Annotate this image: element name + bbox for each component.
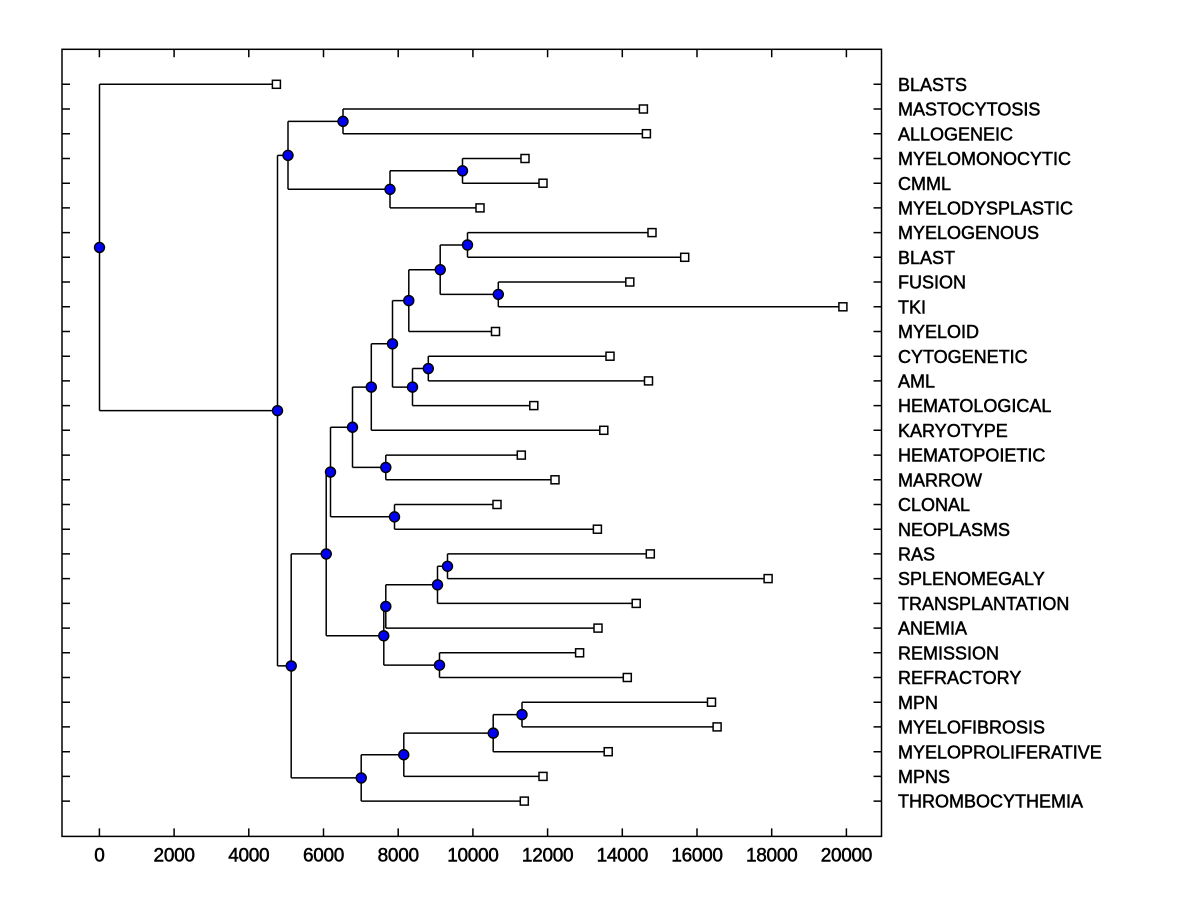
svg-text:KARYOTYPE: KARYOTYPE (898, 421, 1008, 441)
svg-text:SPLENOMEGALY: SPLENOMEGALY (898, 569, 1045, 589)
svg-text:BLASTS: BLASTS (898, 75, 967, 95)
svg-text:2000: 2000 (154, 846, 195, 867)
svg-text:12000: 12000 (522, 846, 573, 867)
svg-text:MYELOMONOCYTIC: MYELOMONOCYTIC (898, 149, 1071, 169)
svg-text:ANEMIA: ANEMIA (898, 619, 967, 639)
svg-text:TRANSPLANTATION: TRANSPLANTATION (898, 594, 1069, 614)
svg-text:CLONAL: CLONAL (898, 495, 970, 515)
svg-text:8000: 8000 (378, 846, 419, 867)
svg-text:NEOPLASMS: NEOPLASMS (898, 520, 1010, 540)
svg-text:HEMATOPOIETIC: HEMATOPOIETIC (898, 446, 1045, 466)
svg-text:20000: 20000 (821, 846, 872, 867)
svg-text:6000: 6000 (303, 846, 344, 867)
svg-text:FUSION: FUSION (898, 273, 966, 293)
svg-text:4000: 4000 (228, 846, 269, 867)
svg-text:MYELOGENOUS: MYELOGENOUS (898, 223, 1039, 243)
svg-text:MPN: MPN (898, 693, 938, 713)
svg-text:0: 0 (94, 846, 104, 867)
svg-text:CMML: CMML (898, 174, 951, 194)
svg-text:CYTOGENETIC: CYTOGENETIC (898, 347, 1028, 367)
svg-text:MYELOFIBROSIS: MYELOFIBROSIS (898, 718, 1045, 738)
svg-text:THROMBOCYTHEMIA: THROMBOCYTHEMIA (898, 792, 1083, 812)
svg-text:REMISSION: REMISSION (898, 643, 999, 663)
svg-text:HEMATOLOGICAL: HEMATOLOGICAL (898, 396, 1051, 416)
svg-text:REFRACTORY: REFRACTORY (898, 668, 1021, 688)
svg-text:ALLOGENEIC: ALLOGENEIC (898, 124, 1013, 144)
svg-text:MASTOCYTOSIS: MASTOCYTOSIS (898, 100, 1040, 120)
svg-text:MPNS: MPNS (898, 767, 950, 787)
svg-text:RAS: RAS (898, 545, 935, 565)
svg-text:MYELOPROLIFERATIVE: MYELOPROLIFERATIVE (898, 742, 1102, 762)
svg-text:AML: AML (898, 372, 935, 392)
svg-text:MYELODYSPLASTIC: MYELODYSPLASTIC (898, 199, 1073, 219)
svg-text:18000: 18000 (746, 846, 797, 867)
svg-text:BLAST: BLAST (898, 248, 955, 268)
svg-text:MARROW: MARROW (898, 470, 982, 490)
svg-text:16000: 16000 (671, 846, 722, 867)
svg-text:10000: 10000 (447, 846, 498, 867)
svg-text:14000: 14000 (597, 846, 648, 867)
svg-text:MYELOID: MYELOID (898, 322, 979, 342)
svg-text:TKI: TKI (898, 297, 926, 317)
